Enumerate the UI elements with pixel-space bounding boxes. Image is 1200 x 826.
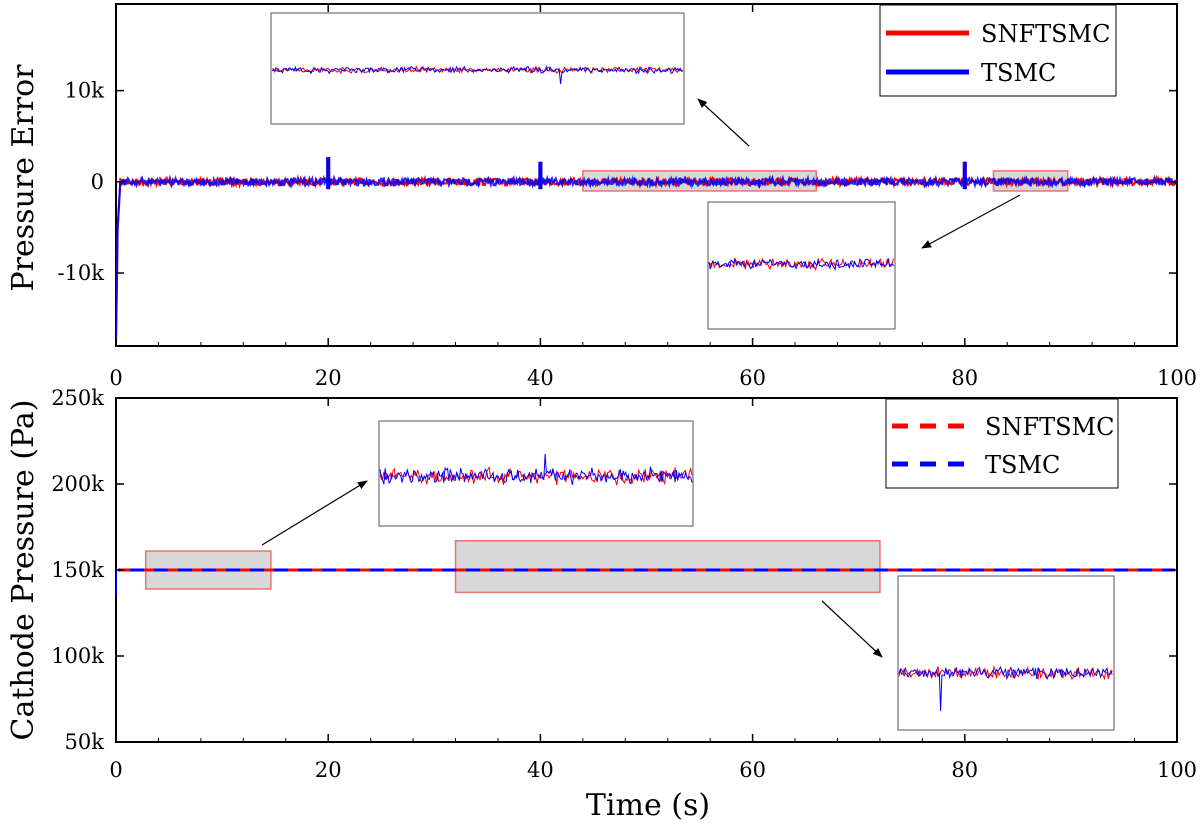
y-tick-label: 150k <box>51 558 104 582</box>
y-tick-label: 50k <box>65 730 105 754</box>
bottom-legend-snftsmc-label: SNFTSMC <box>985 413 1114 441</box>
top-inset-1 <box>270 12 685 125</box>
snftsmc-series-line <box>116 174 1177 340</box>
top-y-ticks: 10k 0 -10k <box>57 79 1177 285</box>
bottom-inset-2-arrow <box>821 600 883 658</box>
top-legend-tsmc-label: TSMC <box>981 59 1056 87</box>
x-tick-label: 0 <box>109 758 122 782</box>
x-tick-label: 80 <box>951 758 978 782</box>
x-tick-label: 0 <box>109 366 122 390</box>
bottom-zoom-regions <box>144 540 881 594</box>
bottom-inset-1-signal <box>379 453 693 486</box>
bottom-inset-2-signal <box>898 665 1113 712</box>
top-panel: 0 20 40 60 80 100 10k 0 -10k Pressure Error SNF… <box>6 3 1197 390</box>
snftsmc-inset-trace <box>271 64 684 75</box>
bottom-legend: SNFTSMC TSMC <box>885 398 1119 489</box>
y-tick-label: 10k <box>65 79 105 103</box>
tsmc-inset-trace <box>379 453 693 485</box>
top-data-lines <box>116 157 1177 340</box>
tsmc-inset-trace <box>708 258 895 271</box>
y-tick-label: 250k <box>51 386 104 410</box>
top-legend: SNFTSMC TSMC <box>879 4 1117 97</box>
bottom-panel: 0 20 40 60 80 100 250k 200k 150k 100k 50k Cathode… <box>6 386 1197 823</box>
bottom-inset-2 <box>897 575 1115 731</box>
bottom-y-axis-label: Cathode Pressure (Pa) <box>6 400 41 741</box>
tsmc-inset-trace <box>898 665 1113 712</box>
tsmc-series-line <box>116 174 1177 340</box>
top-inset-1-signal <box>271 64 684 85</box>
top-plot-frame <box>115 3 1178 347</box>
zoom-region <box>454 540 881 594</box>
top-inset-2-arrow <box>921 194 1021 249</box>
bottom-x-axis-label: Time (s) <box>586 788 710 823</box>
x-tick-label: 60 <box>739 366 766 390</box>
bottom-data-lines <box>116 568 1175 596</box>
top-legend-snftsmc-label: SNFTSMC <box>981 20 1110 48</box>
x-tick-label: 20 <box>315 758 342 782</box>
x-tick-label: 20 <box>315 366 342 390</box>
x-tick-label: 100 <box>1157 366 1197 390</box>
y-tick-label: 200k <box>51 472 104 496</box>
bottom-inset-1 <box>378 420 694 527</box>
top-inset-2 <box>707 201 896 330</box>
y-tick-label: -10k <box>57 261 104 285</box>
y-tick-label: 100k <box>51 644 104 668</box>
top-inset-2-signal <box>708 257 895 271</box>
x-tick-label: 60 <box>739 758 766 782</box>
bottom-y-ticks: 250k 200k 150k 100k 50k <box>51 386 1177 754</box>
top-x-ticks: 0 20 40 60 80 100 <box>109 4 1197 390</box>
x-tick-label: 40 <box>527 366 554 390</box>
x-tick-label: 100 <box>1157 758 1197 782</box>
top-inset-1-arrow <box>697 98 750 147</box>
snftsmc-inset-trace <box>379 465 693 486</box>
snftsmc-inset-trace <box>708 257 895 271</box>
top-y-axis-label: Pressure Error <box>6 64 41 292</box>
y-tick-label: 0 <box>91 170 104 194</box>
x-tick-label: 40 <box>527 758 554 782</box>
x-tick-label: 80 <box>951 366 978 390</box>
bottom-inset-1-arrow <box>261 480 368 546</box>
bottom-legend-tsmc-label: TSMC <box>985 451 1060 479</box>
tsmc-inset-trace <box>271 65 683 85</box>
